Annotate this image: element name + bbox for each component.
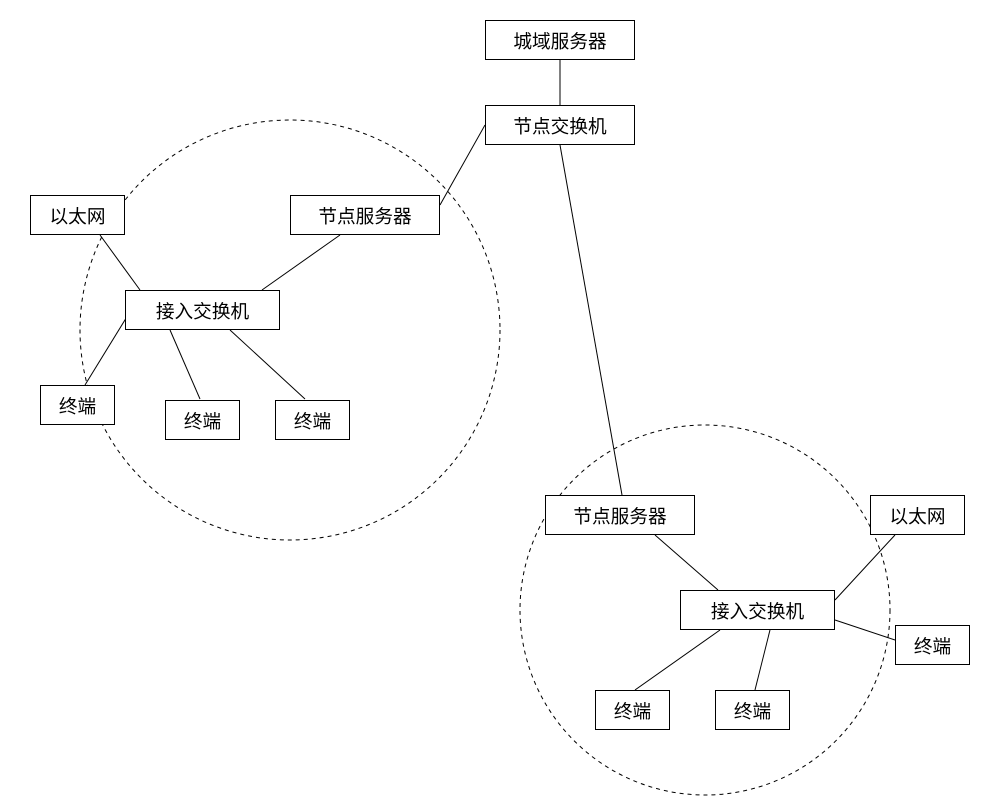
node-node-switch: 节点交换机 [485,105,635,145]
node-label: 节点交换机 [513,112,606,139]
node-left-node-server: 节点服务器 [290,195,440,235]
node-right-ethernet: 以太网 [870,495,965,535]
node-left-ethernet: 以太网 [30,195,125,235]
node-left-term-a: 终端 [40,385,115,425]
node-left-term-b: 终端 [165,400,240,440]
node-label: 节点服务器 [318,202,411,229]
node-label: 以太网 [890,502,946,529]
node-label: 接入交换机 [711,597,804,624]
node-label: 城域服务器 [513,27,606,54]
node-label: 终端 [184,407,221,434]
node-label: 接入交换机 [156,297,249,324]
node-label: 终端 [734,697,771,724]
node-label: 以太网 [50,202,106,229]
node-label: 终端 [59,392,96,419]
node-left-access-switch: 接入交换机 [125,290,280,330]
diagram-canvas: 城域服务器 节点交换机 以太网 节点服务器 接入交换机 终端 终端 终端 节点服… [0,0,1000,797]
node-right-node-server: 节点服务器 [545,495,695,535]
node-metro-server: 城域服务器 [485,20,635,60]
node-right-term-a: 终端 [595,690,670,730]
node-right-term-out: 终端 [895,625,970,665]
node-right-access-switch: 接入交换机 [680,590,835,630]
node-left-term-c: 终端 [275,400,350,440]
node-label: 节点服务器 [573,502,666,529]
node-label: 终端 [914,632,951,659]
node-right-term-b: 终端 [715,690,790,730]
node-label: 终端 [294,407,331,434]
node-label: 终端 [614,697,651,724]
